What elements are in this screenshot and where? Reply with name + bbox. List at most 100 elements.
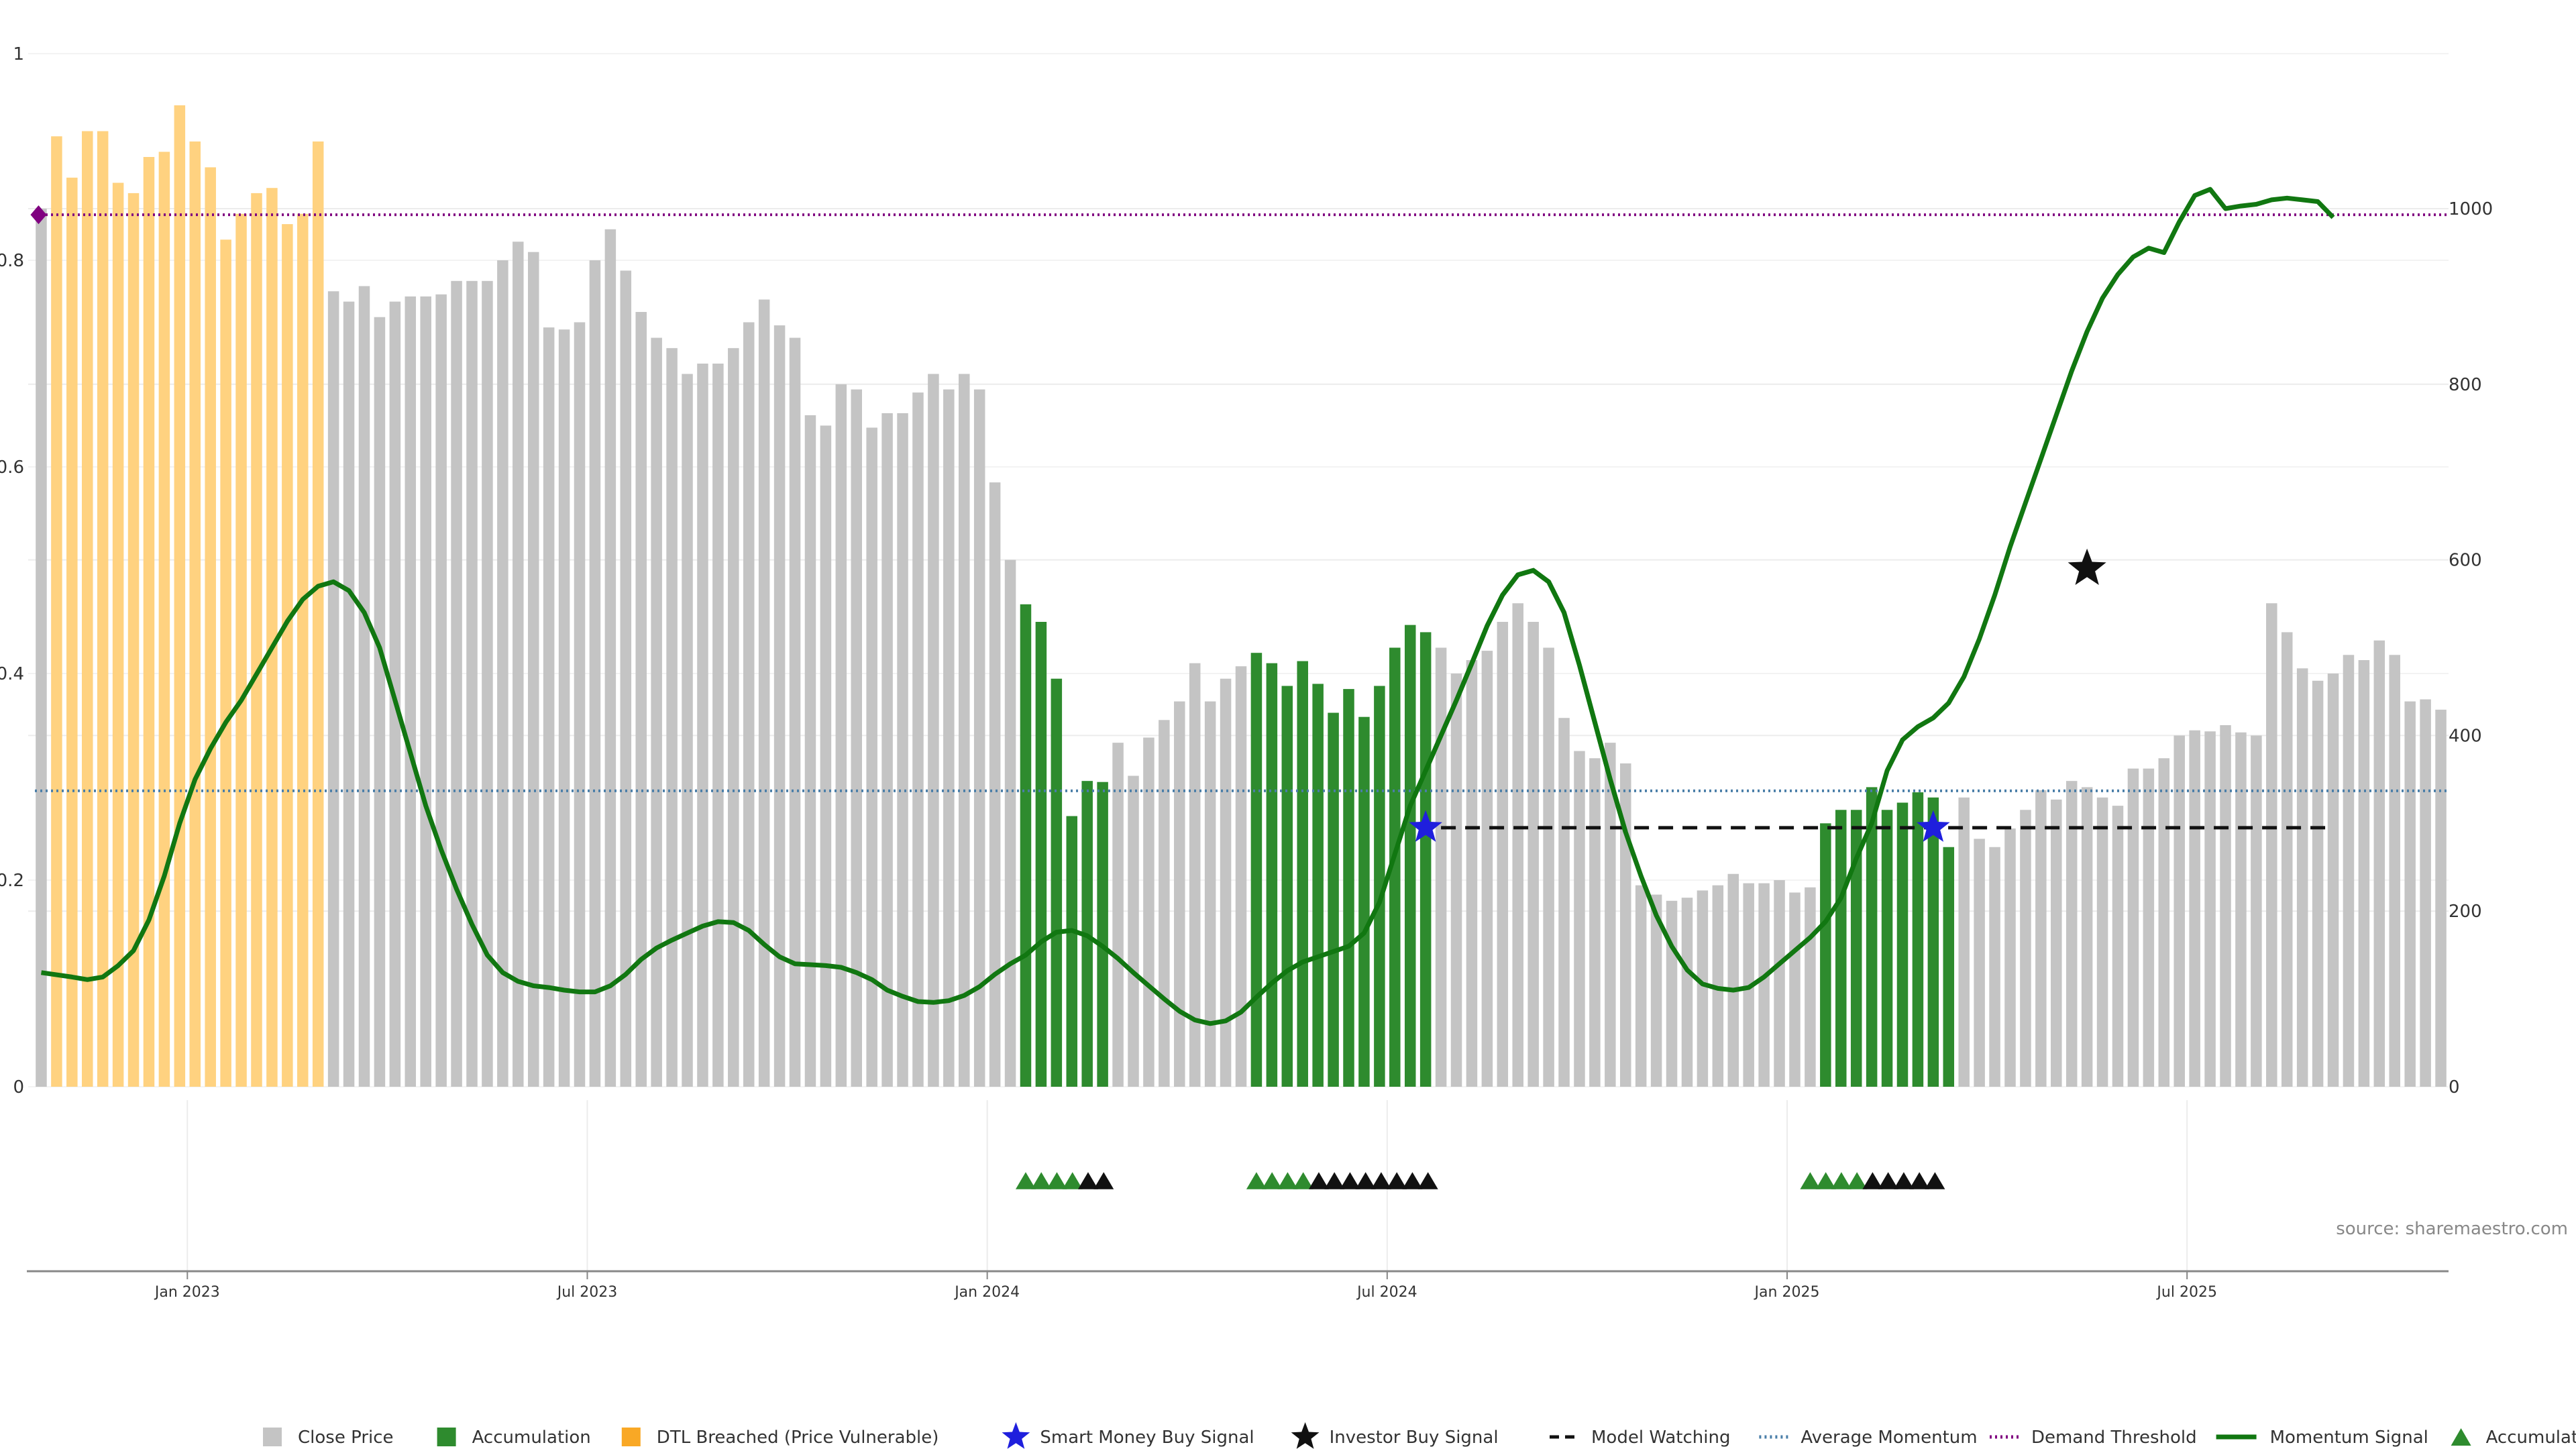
accumulation-triangle	[1246, 1172, 1267, 1189]
left-axis-tick-label: 0.2	[0, 871, 24, 891]
dtl-breached-bar	[82, 131, 93, 1087]
close-price-bar	[574, 322, 586, 1087]
x-axis-tick-label: Jan 2023	[154, 1284, 220, 1301]
smart-money-buy-signal	[1917, 810, 1950, 842]
right-axis-tick-label: 200	[2449, 902, 2482, 922]
watch-triangle	[1893, 1172, 1914, 1189]
close-price-bar	[728, 347, 739, 1087]
close-price-bar	[851, 389, 863, 1087]
legend-item-acctri: Accumulation	[2451, 1428, 2576, 1448]
accumulation-triangle	[1031, 1172, 1052, 1189]
close-price-bar	[835, 384, 847, 1087]
accumulation-bar	[1250, 653, 1263, 1087]
close-price-bar	[2143, 768, 2155, 1087]
close-price-bar	[1697, 890, 1709, 1087]
right-axis-tick-label: 600	[2449, 551, 2482, 571]
legend-item-avgmom: Average Momentum	[1759, 1428, 1978, 1448]
close-price-bar	[804, 415, 816, 1087]
accumulation-bar	[1266, 663, 1278, 1087]
legend-triangle-accumulation	[2451, 1428, 2471, 1446]
accumulation-bar	[1943, 847, 1955, 1087]
close-price-bar	[435, 294, 447, 1087]
close-price-bar	[2389, 655, 2400, 1087]
legend-item-smart: Smart Money Buy Signal	[1002, 1422, 1254, 1449]
close-price-bar	[2065, 781, 2078, 1087]
close-price-bar	[1204, 701, 1216, 1087]
close-price-bar	[36, 209, 47, 1087]
dtl-breached-bar	[143, 157, 155, 1087]
legend-swatch-accumulation	[437, 1428, 456, 1446]
accumulation-bar	[1389, 647, 1401, 1087]
close-price-bar	[1450, 674, 1462, 1087]
legend-item-demand: Demand Threshold	[1990, 1428, 2197, 1448]
close-price-bar	[1481, 651, 1493, 1087]
close-price-bar	[1143, 737, 1155, 1087]
dtl-breached-bar	[312, 141, 324, 1087]
momentum-signal-line-segment	[1423, 568, 1628, 833]
accumulation-triangle	[1277, 1172, 1298, 1189]
close-price-bar	[513, 241, 524, 1087]
close-price-bar	[1666, 900, 1678, 1087]
legend-label: Average Momentum	[1801, 1428, 1977, 1448]
right-axis-tick-label: 400	[2449, 726, 2482, 746]
accumulation-triangle	[1815, 1172, 1836, 1189]
dtl-breached-bar	[220, 239, 231, 1087]
close-price-bar	[1466, 659, 1478, 1087]
watch-triangle	[1371, 1172, 1391, 1189]
accumulation-bar	[1835, 810, 1847, 1087]
close-price-bar	[912, 392, 924, 1087]
right-axis-tick-label: 800	[2449, 375, 2482, 395]
accumulation-triangles	[1015, 1172, 1945, 1189]
x-axis-tick-label: Jan 2025	[1754, 1284, 1820, 1301]
close-price-bar	[1159, 720, 1170, 1087]
close-price-bar	[989, 482, 1001, 1087]
legend-label: Investor Buy Signal	[1330, 1428, 1499, 1448]
watch-triangle	[1925, 1172, 1945, 1189]
accumulation-bar	[1312, 684, 1324, 1087]
x-axis-tick-label: Jul 2024	[1356, 1284, 1417, 1301]
watch-triangle	[1308, 1172, 1329, 1189]
close-price-bar	[2127, 768, 2139, 1087]
left-axis-tick-label: 1	[13, 44, 24, 64]
close-price-bar	[2420, 699, 2431, 1087]
watch-triangle	[1324, 1172, 1345, 1189]
accumulation-bar	[1850, 810, 1862, 1087]
close-price-bar	[2158, 758, 2170, 1087]
dtl-breached-bar	[297, 213, 309, 1087]
close-price-bar	[943, 389, 955, 1087]
close-price-bar	[1805, 887, 1816, 1087]
close-price-bar	[773, 325, 786, 1087]
watch-triangle	[1093, 1172, 1114, 1189]
close-price-bar	[1789, 892, 1801, 1087]
accumulation-bar	[1866, 787, 1878, 1087]
close-price-bar	[1574, 751, 1585, 1087]
dtl-breached-bar	[251, 193, 262, 1087]
close-price-bar	[2035, 790, 2047, 1087]
dtl-breached-bar	[66, 177, 78, 1087]
close-price-bar	[2327, 674, 2339, 1087]
accumulation-triangle	[1262, 1172, 1283, 1189]
close-price-bar	[1958, 797, 1970, 1087]
close-price-bar	[451, 280, 462, 1087]
axes: 0 0.2 0.4 0.6 0.8 1 0 200 400 600 800 1000 Jan 2023 J…	[0, 44, 2493, 1301]
close-price-bar	[1220, 678, 1232, 1087]
close-price-bar	[2404, 701, 2416, 1087]
close-price-bar	[881, 413, 893, 1087]
close-price-bar	[666, 347, 678, 1087]
close-price-bar	[1004, 559, 1016, 1087]
watch-triangle	[1077, 1172, 1098, 1189]
watch-triangle	[1340, 1172, 1360, 1189]
close-price-bar	[1235, 666, 1247, 1087]
demand-threshold-marker	[30, 205, 47, 225]
close-price-bar	[758, 299, 770, 1087]
x-axis-tick-label: Jul 2023	[556, 1284, 618, 1301]
x-axis-tick-label: Jul 2025	[2155, 1284, 2217, 1301]
close-price-bar	[1558, 718, 1570, 1087]
close-price-bar	[2174, 735, 2185, 1087]
legend-swatch-close	[263, 1428, 282, 1446]
close-price-bar	[1650, 894, 1662, 1087]
close-price-bar	[558, 329, 570, 1087]
legend-label: DTL Breached (Price Vulnerable)	[657, 1428, 939, 1448]
close-price-bar	[1589, 758, 1601, 1087]
